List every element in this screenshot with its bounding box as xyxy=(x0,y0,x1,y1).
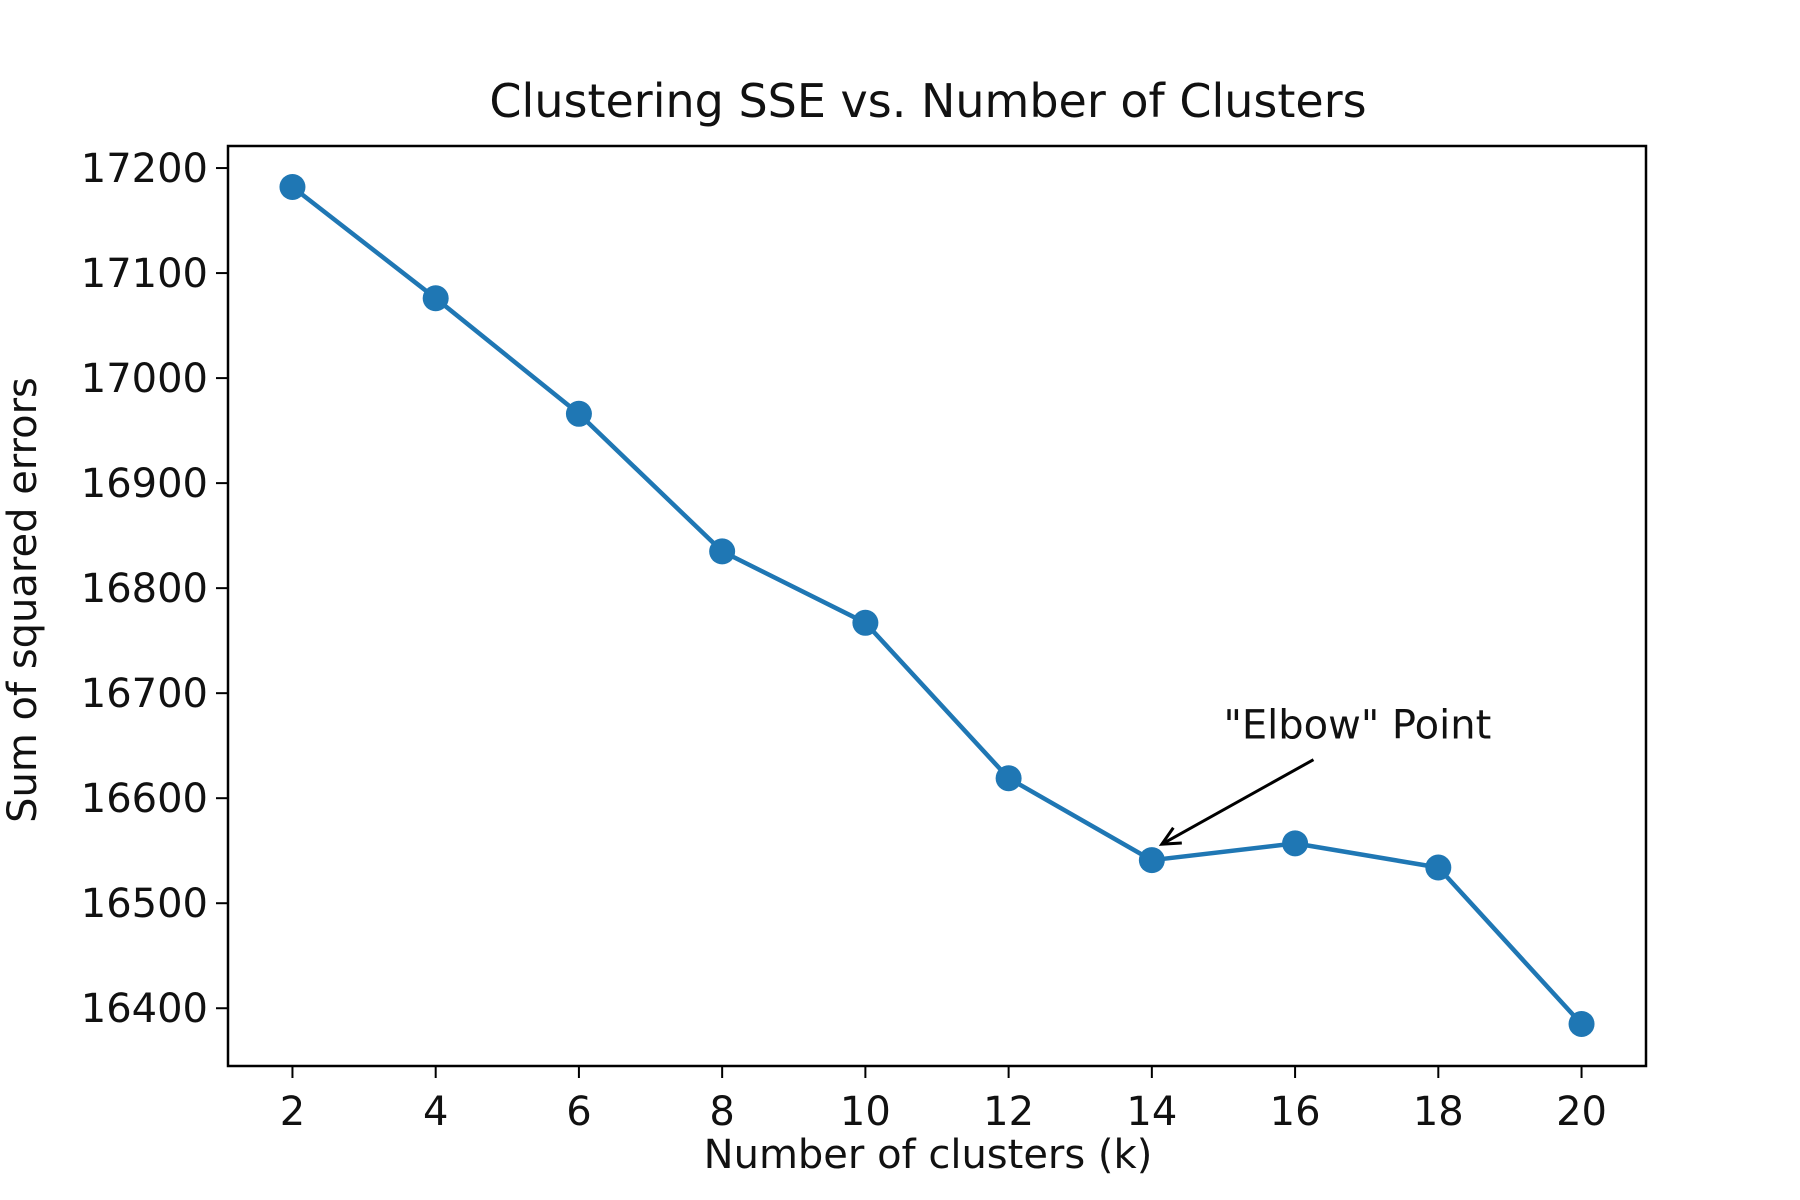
data-point xyxy=(1425,854,1452,881)
y-tick-label: 16700 xyxy=(81,671,208,717)
y-axis-ticks: 16400 16500 16600 16700 16800 16900 17000 17100… xyxy=(81,146,228,1032)
elbow-arrow-head xyxy=(1158,826,1182,846)
y-axis-label: Sum of squared errors xyxy=(0,377,46,823)
x-axis-label: Number of clusters (k) xyxy=(704,1132,1153,1178)
elbow-arrow-line xyxy=(1161,758,1315,846)
series-sse xyxy=(279,173,1595,1037)
y-tick-label: 16400 xyxy=(81,986,208,1032)
x-tick-label: 12 xyxy=(983,1089,1034,1135)
y-tick-label: 16900 xyxy=(81,461,208,507)
data-point xyxy=(1138,847,1165,874)
x-tick-label: 14 xyxy=(1126,1089,1177,1135)
x-tick-label: 16 xyxy=(1270,1089,1321,1135)
x-tick-label: 20 xyxy=(1556,1089,1607,1135)
y-tick-label: 16600 xyxy=(81,776,208,822)
x-tick-label: 4 xyxy=(423,1089,448,1135)
data-point xyxy=(422,285,449,312)
y-tick-label: 16500 xyxy=(81,881,208,927)
data-point xyxy=(995,765,1022,792)
plot-frame xyxy=(226,144,1648,1068)
x-tick-label: 18 xyxy=(1413,1089,1464,1135)
plot-area xyxy=(226,144,1648,1068)
data-point xyxy=(279,173,306,200)
x-tick-label: 8 xyxy=(709,1089,734,1135)
data-point xyxy=(1568,1010,1595,1037)
chart-title: Clustering SSE vs. Number of Clusters xyxy=(489,74,1366,128)
data-point xyxy=(852,609,879,636)
data-point xyxy=(1282,830,1309,857)
y-tick-label: 17000 xyxy=(81,356,208,402)
elbow-annotation-label: "Elbow" Point xyxy=(1223,703,1491,749)
y-tick-label: 17100 xyxy=(81,251,208,297)
x-tick-label: 2 xyxy=(280,1089,305,1135)
y-tick-label: 16800 xyxy=(81,566,208,612)
elbow-annotation: "Elbow" Point xyxy=(1158,703,1491,846)
series-line xyxy=(291,185,1584,1026)
data-point xyxy=(709,538,736,565)
x-axis-ticks: 2 4 6 8 10 12 14 16 18 20 xyxy=(280,1066,1607,1135)
x-tick-label: 6 xyxy=(566,1089,591,1135)
x-tick-label: 10 xyxy=(840,1089,891,1135)
y-tick-label: 17200 xyxy=(81,146,208,192)
data-point xyxy=(565,400,592,427)
